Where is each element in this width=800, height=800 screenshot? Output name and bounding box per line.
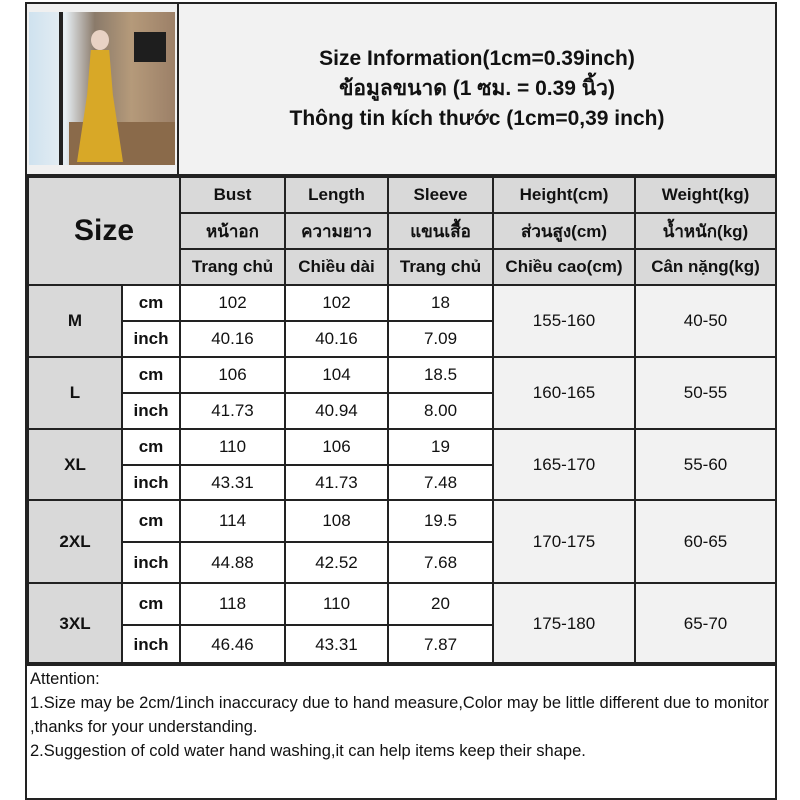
measurement-cell: 46.46 [179, 624, 286, 666]
product-photo [29, 12, 175, 165]
weight-cell: 60-65 [634, 499, 777, 584]
size-label: 2XL [27, 499, 123, 584]
measurement-cell: 19 [387, 428, 494, 466]
measurement-cell: 42.52 [284, 541, 389, 584]
measurement-cell: 8.00 [387, 392, 494, 430]
column-header: Trang chủ [179, 248, 286, 286]
table-row: 3XL cm 118 110 20 175-180 65-70 [27, 582, 777, 666]
unit-label: cm [121, 428, 181, 466]
weight-cell: 40-50 [634, 284, 777, 358]
weight-cell: 65-70 [634, 582, 777, 666]
title-vietnamese: Thông tin kích thước (1cm=0,39 inch) [289, 107, 665, 130]
column-header: น้ำหนัก(kg) [634, 212, 777, 250]
column-header: ความยาว [284, 212, 389, 250]
column-header: ส่วนสูง(cm) [492, 212, 636, 250]
unit-label: inch [121, 464, 181, 501]
height-cell: 170-175 [492, 499, 636, 584]
size-label: 3XL [27, 582, 123, 666]
measurement-cell: 104 [284, 356, 389, 394]
product-photo-cell [27, 4, 179, 174]
measurement-cell: 19.5 [387, 499, 494, 543]
height-cell: 165-170 [492, 428, 636, 501]
measurement-cell: 40.16 [179, 320, 286, 358]
measurement-cell: 110 [179, 428, 286, 466]
title-english: Size Information(1cm=0.39inch) [319, 47, 635, 70]
height-cell: 175-180 [492, 582, 636, 666]
unit-label: inch [121, 392, 181, 430]
measurement-cell: 114 [179, 499, 286, 543]
measurement-cell: 40.16 [284, 320, 389, 358]
unit-label: inch [121, 320, 181, 358]
unit-label: cm [121, 284, 181, 322]
measurement-cell: 7.87 [387, 624, 494, 666]
note-line-1: 1.Size may be 2cm/1inch inaccuracy due t… [30, 694, 769, 736]
column-header: Bust [179, 176, 286, 214]
note-line-2: 2.Suggestion of cold water hand washing,… [30, 742, 586, 760]
column-header: Chiều dài [284, 248, 389, 286]
column-header: Trang chủ [387, 248, 494, 286]
column-header: Height(cm) [492, 176, 636, 214]
measurement-cell: 40.94 [284, 392, 389, 430]
size-label: M [27, 284, 123, 358]
title-thai: ข้อมูลขนาด (1 ซม. = 0.39 นิ้ว) [339, 77, 615, 100]
column-header: หน้าอก [179, 212, 286, 250]
weight-cell: 50-55 [634, 356, 777, 430]
attention-heading: Attention: [30, 670, 100, 688]
column-header: แขนเสื้อ [387, 212, 494, 250]
measurement-cell: 110 [284, 582, 389, 626]
unit-label: inch [121, 624, 181, 666]
height-cell: 155-160 [492, 284, 636, 358]
measurement-cell: 43.31 [179, 464, 286, 501]
measurement-cell: 102 [284, 284, 389, 322]
table-row: inch 41.73 40.94 8.00 [28, 392, 776, 430]
measurement-cell: 7.09 [387, 320, 494, 358]
measurement-cell: 106 [179, 356, 286, 394]
height-cell: 160-165 [492, 356, 636, 430]
unit-label: cm [121, 499, 181, 543]
measurement-cell: 20 [387, 582, 494, 626]
size-header: Size [27, 176, 181, 286]
header-row-vi: Trang chủ Chiều dài Trang chủ Chiều cao(cm)… [28, 248, 777, 286]
size-chart: Size Information(1cm=0.39inch) ข้อมูลขนา… [25, 2, 777, 800]
table-row: inch 46.46 43.31 7.87 [28, 624, 776, 666]
measurement-cell: 43.31 [284, 624, 389, 666]
column-header: Weight(kg) [634, 176, 777, 214]
table-row: inch 44.88 42.52 7.68 [28, 541, 776, 584]
unit-label: cm [121, 582, 181, 626]
measurement-cell: 44.88 [179, 541, 286, 584]
weight-cell: 55-60 [634, 428, 777, 501]
table-row: XL cm 110 106 19 165-170 55-60 [27, 428, 777, 501]
column-header: Length [284, 176, 389, 214]
measurement-cell: 7.68 [387, 541, 494, 584]
measurement-cell: 7.48 [387, 464, 494, 501]
chart-header: Size Information(1cm=0.39inch) ข้อมูลขนา… [27, 4, 775, 176]
header-row-th: หน้าอก ความยาว แขนเสื้อ ส่วนสูง(cm) น้ำหนัก(… [28, 212, 777, 250]
measurement-cell: 41.73 [179, 392, 286, 430]
unit-label: inch [121, 541, 181, 584]
column-header: Chiều cao(cm) [492, 248, 636, 286]
measurement-cell: 118 [179, 582, 286, 626]
table-row: 2XL cm 114 108 19.5 170-175 60-65 [27, 499, 777, 584]
size-label: XL [27, 428, 123, 501]
unit-label: cm [121, 356, 181, 394]
measurement-cell: 41.73 [284, 464, 389, 501]
measurement-cell: 108 [284, 499, 389, 543]
measurement-cell: 102 [179, 284, 286, 322]
column-header: Cân nặng(kg) [634, 248, 777, 286]
table-row: inch 40.16 40.16 7.09 [28, 320, 776, 358]
size-table: Size Bust Length Sleeve Height(cm) Weight(kg)… [27, 176, 777, 666]
column-header: Sleeve [387, 176, 494, 214]
header-row-en: Size Bust Length Sleeve Height(cm) Weight(kg) [27, 176, 777, 286]
measurement-cell: 106 [284, 428, 389, 466]
attention-notes: Attention: 1.Size may be 2cm/1inch inacc… [27, 662, 775, 798]
yellow-dress-image [77, 50, 123, 162]
size-label: L [27, 356, 123, 430]
measurement-cell: 18 [387, 284, 494, 322]
title-block: Size Information(1cm=0.39inch) ข้อมูลขนา… [179, 4, 775, 174]
measurement-cell: 18.5 [387, 356, 494, 394]
table-row: inch 43.31 41.73 7.48 [28, 464, 776, 501]
